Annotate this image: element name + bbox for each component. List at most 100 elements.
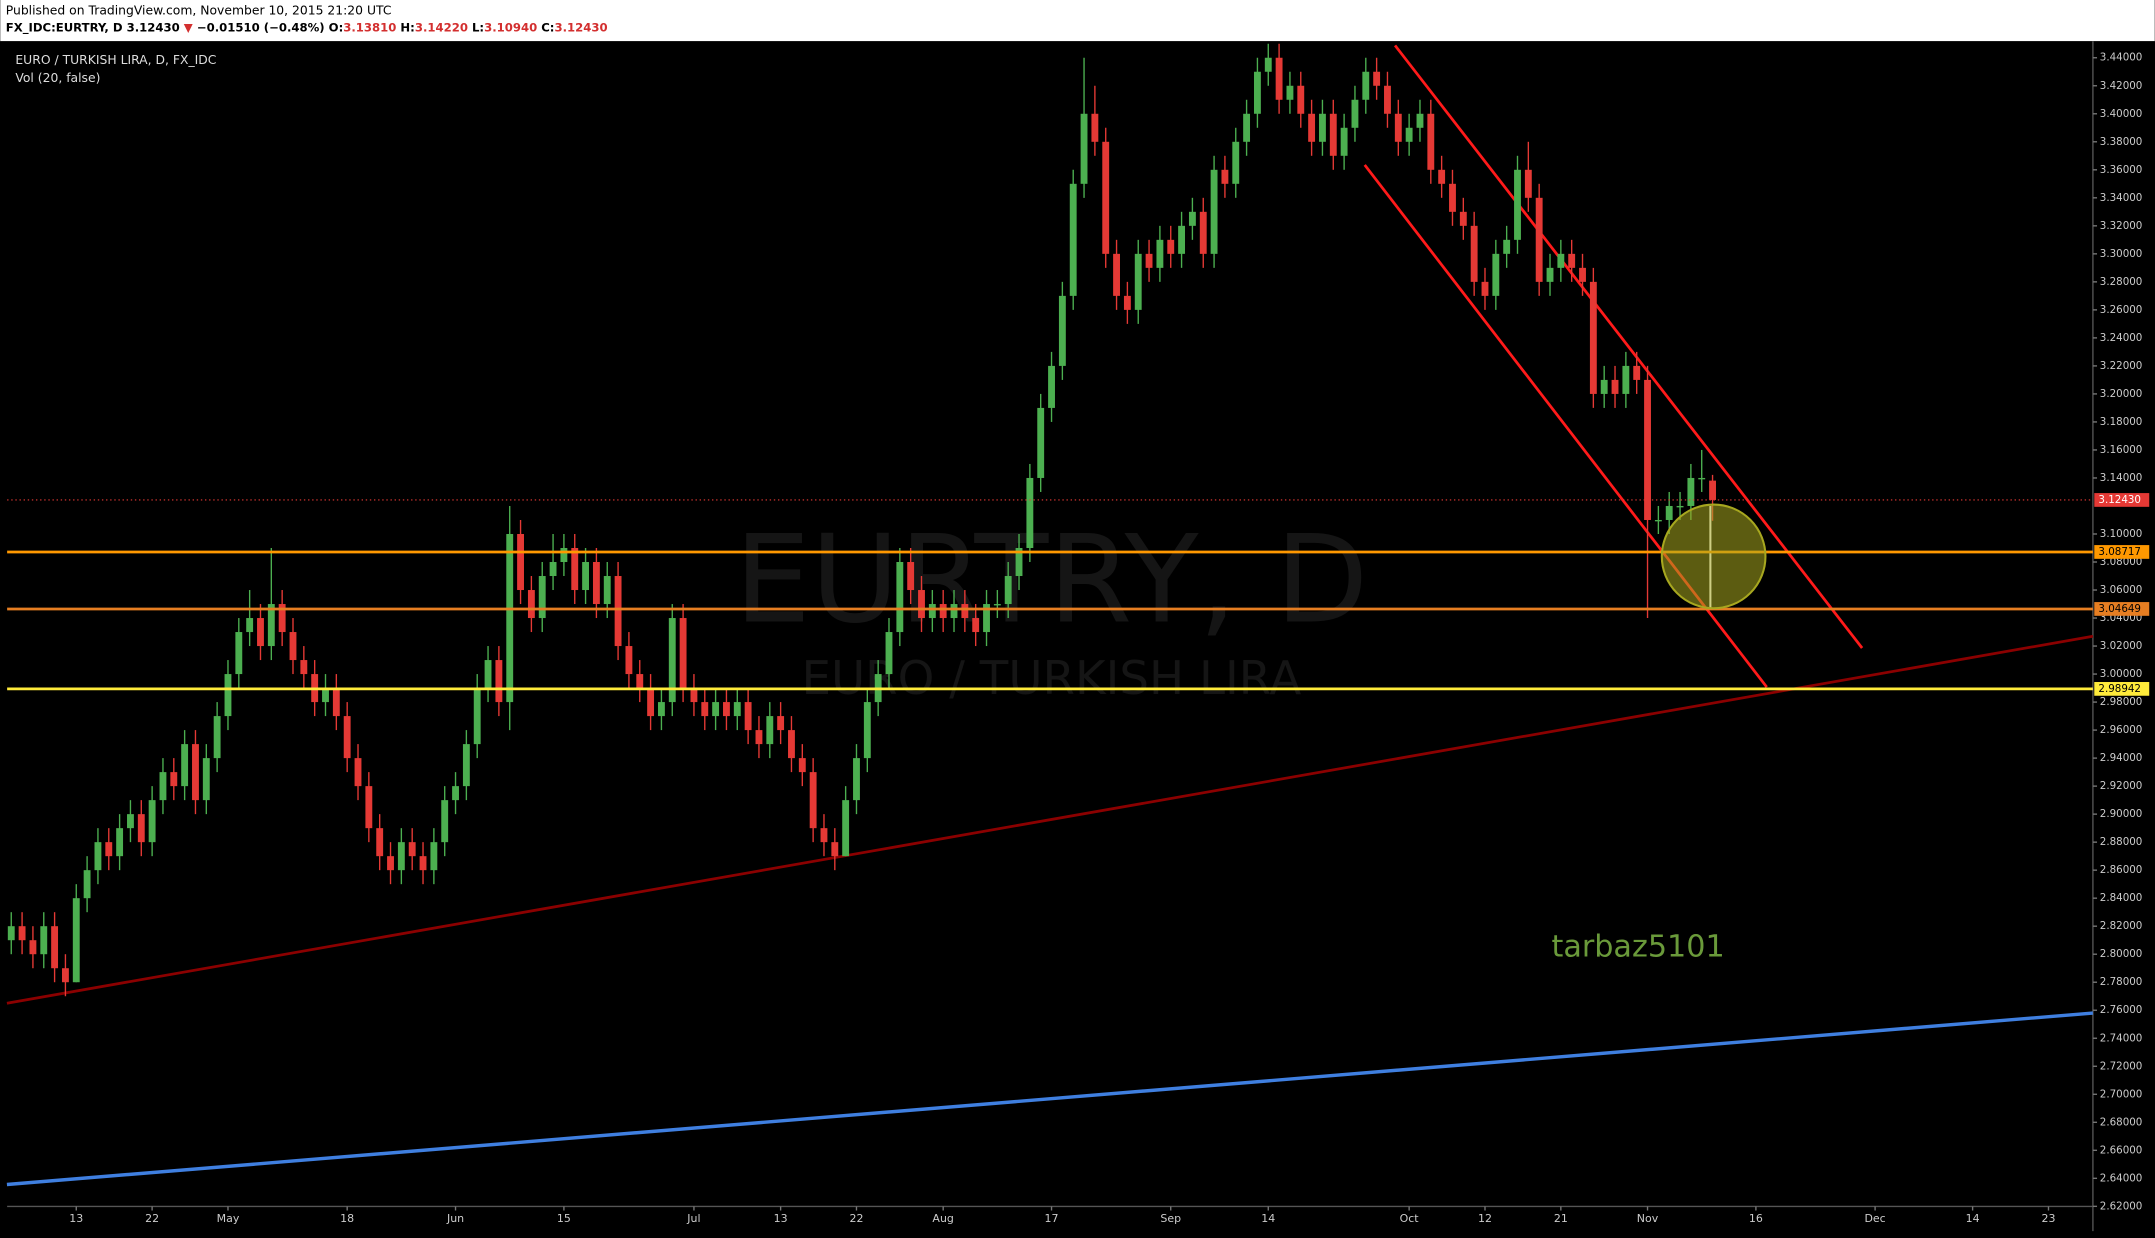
- y-tick-label: 2.84000: [2100, 892, 2143, 904]
- candle-body: [1654, 519, 1662, 522]
- candle-body: [712, 702, 720, 717]
- price-label-box: [2094, 493, 2150, 507]
- candle-body: [777, 716, 785, 731]
- y-tick-label: 3.10000: [2100, 528, 2143, 540]
- candle-body: [29, 940, 37, 955]
- y-tick-label: 3.32000: [2100, 220, 2143, 232]
- candle-body: [733, 702, 741, 717]
- x-tick-label: 23: [2041, 1212, 2055, 1225]
- quote-part: −0.01510 (−0.48%): [193, 20, 329, 34]
- candle-body: [246, 618, 254, 633]
- candle-body: [94, 842, 102, 871]
- candle-body: [1622, 365, 1630, 394]
- published-note: Published on TradingView.com, November 1…: [6, 3, 392, 17]
- candle-body: [473, 688, 481, 745]
- candle-body: [1156, 239, 1164, 268]
- candle-body: [159, 772, 167, 801]
- price-label-box: [2094, 545, 2150, 559]
- x-tick-label: 13: [69, 1212, 83, 1225]
- candle-body: [939, 604, 947, 619]
- candle-body: [387, 856, 394, 871]
- candle-body: [1709, 480, 1716, 500]
- x-tick-label: Dec: [1864, 1212, 1885, 1225]
- candle-body: [647, 688, 655, 717]
- candle-body: [1373, 71, 1381, 86]
- candle-body: [1102, 141, 1110, 254]
- y-tick-label: 3.34000: [2100, 192, 2143, 204]
- quote-part: 3.12430: [554, 20, 607, 34]
- x-tick-label: 12: [1478, 1212, 1492, 1225]
- candle-body: [61, 968, 69, 983]
- candle-body: [560, 548, 568, 563]
- candle-body: [1394, 113, 1402, 142]
- candle-body: [744, 702, 752, 731]
- candle-body: [1405, 127, 1413, 142]
- candle-body: [235, 632, 243, 675]
- y-tick-label: 2.92000: [2100, 780, 2143, 792]
- candle-body: [18, 926, 26, 941]
- x-tick-label: Sep: [1160, 1212, 1181, 1225]
- x-tick-label: Aug: [932, 1212, 953, 1225]
- candle-body: [1178, 225, 1186, 254]
- price-label-box: [2094, 602, 2150, 616]
- candle-body: [993, 604, 1001, 606]
- candle-body: [571, 548, 579, 591]
- candle-body: [40, 926, 48, 955]
- y-tick-label: 3.06000: [2100, 584, 2143, 596]
- candle-body: [1676, 505, 1684, 508]
- y-tick-label: 2.76000: [2100, 1004, 2143, 1016]
- trend-line: [1393, 44, 1864, 649]
- y-tick-label: 3.14000: [2100, 472, 2143, 484]
- candle-body: [1080, 113, 1088, 184]
- candle-body: [506, 533, 514, 703]
- candle-body: [1611, 379, 1619, 394]
- candle-body: [419, 856, 427, 871]
- y-tick-label: 3.00000: [2100, 668, 2143, 680]
- candle-body: [798, 758, 806, 773]
- candle-body: [1026, 477, 1034, 549]
- y-tick-label: 2.66000: [2100, 1144, 2143, 1156]
- candle-body: [831, 842, 839, 857]
- x-tick-label: 17: [1045, 1212, 1059, 1225]
- y-tick-label: 2.88000: [2100, 836, 2143, 848]
- x-tick-label: 14: [1966, 1212, 1980, 1225]
- quote-part: ▼: [184, 20, 193, 34]
- quote-part: 3.13810: [343, 20, 396, 34]
- y-tick-label: 2.98000: [2100, 696, 2143, 708]
- y-tick-label: 2.78000: [2100, 976, 2143, 988]
- candle-body: [495, 660, 503, 703]
- quote-part: H:: [396, 20, 414, 34]
- candle-body: [1221, 169, 1229, 184]
- candle-body: [105, 842, 113, 857]
- x-tick-label: 18: [340, 1212, 354, 1225]
- candle-body: [1589, 281, 1597, 394]
- candle-body: [224, 674, 232, 717]
- candle-body: [820, 828, 828, 843]
- candle-body: [1297, 85, 1305, 114]
- candle-body: [1264, 57, 1272, 72]
- candle-body: [1015, 548, 1023, 577]
- candle-body: [1481, 281, 1489, 296]
- x-tick-label: 14: [1261, 1212, 1275, 1225]
- price-label: 3.08717: [2098, 546, 2141, 558]
- candle-body: [766, 716, 774, 745]
- quote-part: 3.14220: [415, 20, 468, 34]
- candle-body: [278, 604, 286, 633]
- candle-body: [1188, 211, 1196, 226]
- candle-body: [127, 814, 134, 829]
- candle-body: [668, 618, 676, 703]
- candle-body: [1427, 113, 1435, 170]
- quote-part: C:: [537, 20, 554, 34]
- candle-body: [397, 842, 405, 871]
- candle-body: [1091, 113, 1099, 142]
- candle-body: [72, 898, 80, 983]
- candle-body: [950, 604, 958, 619]
- candle-body: [788, 730, 795, 759]
- y-tick-label: 3.08000: [2100, 556, 2143, 568]
- candle-body: [1503, 239, 1511, 254]
- x-tick-label: Jun: [446, 1212, 464, 1225]
- candle-body: [181, 744, 189, 787]
- candle-body: [1535, 197, 1543, 282]
- trend-line: [6, 1011, 2094, 1187]
